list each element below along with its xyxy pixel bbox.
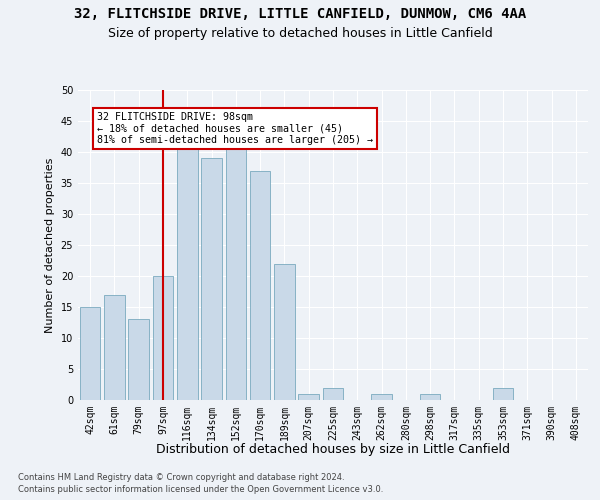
Text: 32 FLITCHSIDE DRIVE: 98sqm
← 18% of detached houses are smaller (45)
81% of semi: 32 FLITCHSIDE DRIVE: 98sqm ← 18% of deta…	[97, 112, 373, 145]
Bar	[371, 394, 392, 400]
Text: 32, FLITCHSIDE DRIVE, LITTLE CANFIELD, DUNMOW, CM6 4AA: 32, FLITCHSIDE DRIVE, LITTLE CANFIELD, D…	[74, 8, 526, 22]
Bar	[420, 394, 440, 400]
Bar	[80, 307, 100, 400]
Bar	[128, 320, 149, 400]
Bar	[298, 394, 319, 400]
Text: Contains HM Land Registry data © Crown copyright and database right 2024.: Contains HM Land Registry data © Crown c…	[18, 472, 344, 482]
Bar	[104, 294, 125, 400]
Bar	[493, 388, 514, 400]
Text: Distribution of detached houses by size in Little Canfield: Distribution of detached houses by size …	[156, 442, 510, 456]
Y-axis label: Number of detached properties: Number of detached properties	[45, 158, 55, 332]
Bar	[323, 388, 343, 400]
Bar	[201, 158, 222, 400]
Text: Contains public sector information licensed under the Open Government Licence v3: Contains public sector information licen…	[18, 485, 383, 494]
Bar	[274, 264, 295, 400]
Bar	[177, 146, 197, 400]
Bar	[250, 170, 271, 400]
Text: Size of property relative to detached houses in Little Canfield: Size of property relative to detached ho…	[107, 28, 493, 40]
Bar	[152, 276, 173, 400]
Bar	[226, 140, 246, 400]
